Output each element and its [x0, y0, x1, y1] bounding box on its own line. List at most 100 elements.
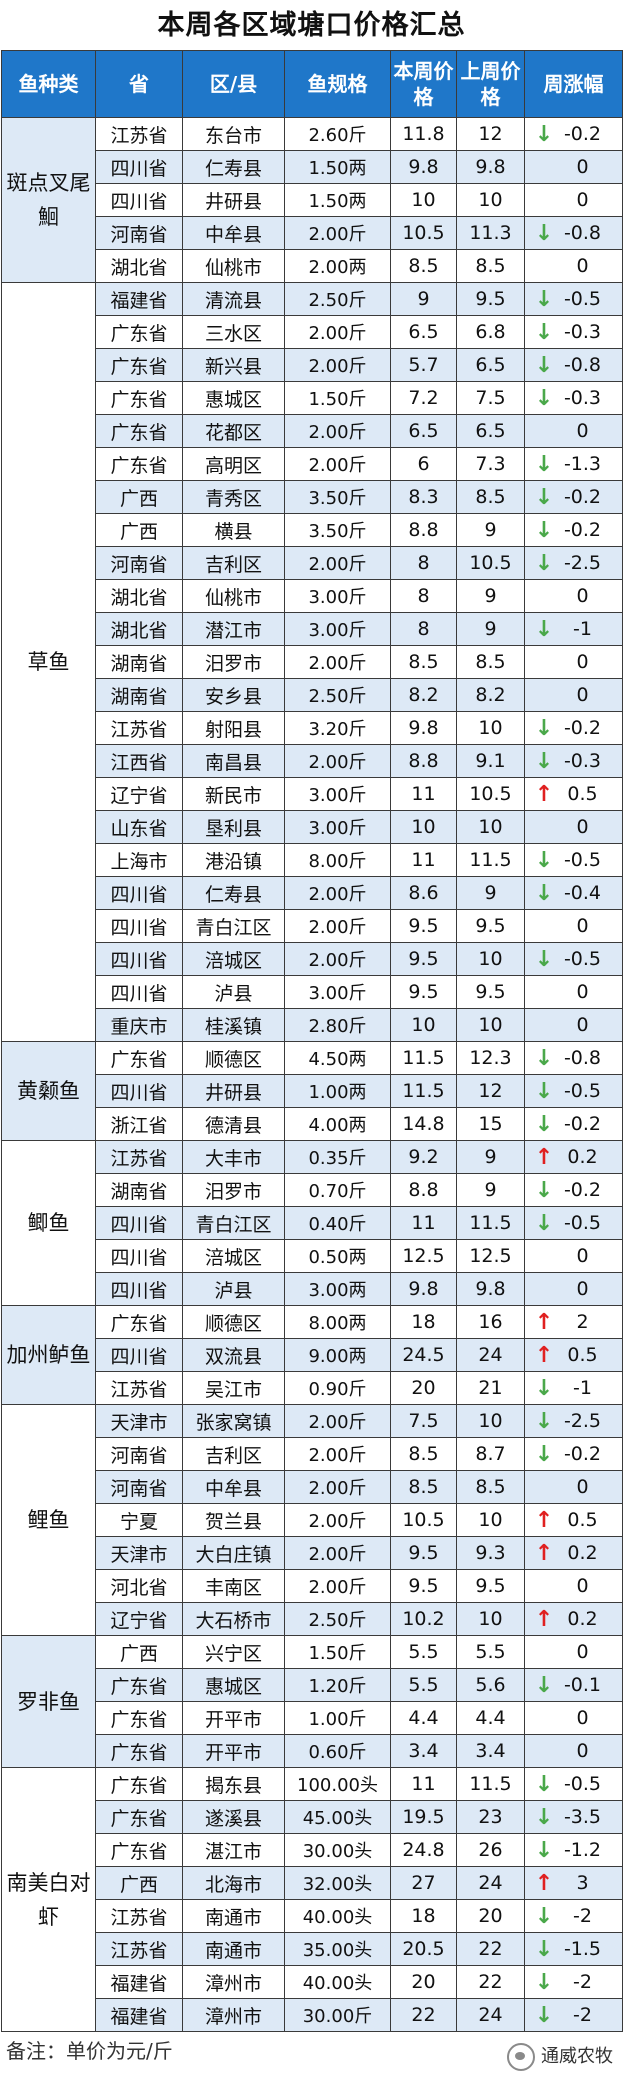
weekly-change-value: -0.4 — [563, 882, 602, 904]
province-cell: 广东省 — [95, 1041, 183, 1075]
table-row: 江苏省 吴江市 0.90斤 20 21 ↓ -1 — [2, 1371, 623, 1405]
this-week-price-cell: 8.5 — [390, 249, 457, 283]
spec-cell: 8.00斤 — [284, 843, 391, 877]
this-week-price-cell: 10.2 — [390, 1602, 457, 1636]
table-row: 四川省 青白江区 2.00斤 9.5 9.5 0 — [2, 909, 623, 943]
arrow-down-icon: ↓ — [534, 1177, 554, 1203]
weekly-change-value: 0.2 — [567, 1542, 598, 1564]
table-row: 江西省 南昌县 2.00斤 8.8 9.1 ↓ -0.3 — [2, 744, 623, 778]
page-title: 本周各区域塘口价格汇总 — [157, 10, 466, 41]
fish-type-cell: 鲫鱼 — [1, 1140, 96, 1306]
this-week-price-cell: 8.5 — [390, 1470, 457, 1504]
this-week-price-cell: 6.5 — [390, 414, 457, 448]
arrow-up-icon: ↑ — [534, 1342, 554, 1368]
this-week-price-cell: 8 — [390, 579, 457, 613]
weekly-change-cell: ↑ 3 — [524, 1866, 623, 1900]
last-week-price-cell: 9.5 — [456, 1569, 525, 1603]
last-week-price-cell: 23 — [456, 1800, 525, 1834]
weekly-change-cell: ↑ 0.5 — [524, 1338, 623, 1372]
district-cell: 青白江区 — [182, 909, 285, 943]
spec-cell: 2.00斤 — [284, 414, 391, 448]
arrow-down-icon: ↓ — [534, 1111, 554, 1137]
province-cell: 天津市 — [95, 1536, 183, 1570]
this-week-price-cell: 24.5 — [390, 1338, 457, 1372]
table-body: 斑点叉尾鮰 江苏省 东台市 2.60斤 11.8 12 ↓ -0.2 四川省 仁寿县 1.50两 9.… — [1, 117, 623, 2032]
province-cell: 河南省 — [95, 216, 183, 250]
province-cell: 广东省 — [95, 1767, 183, 1801]
district-cell: 仙桃市 — [182, 579, 285, 613]
table-row: 湖北省 仙桃市 3.00斤 8 9 0 — [2, 579, 623, 613]
province-cell: 广东省 — [95, 1701, 183, 1735]
spec-cell: 30.00头 — [284, 1833, 391, 1867]
district-cell: 汨罗市 — [182, 1173, 285, 1207]
spec-cell: 30.00斤 — [284, 1998, 391, 2032]
district-cell: 惠城区 — [182, 381, 285, 415]
last-week-price-cell: 9 — [456, 1140, 525, 1174]
this-week-price-cell: 4.4 — [390, 1701, 457, 1735]
weekly-change-cell: ↑ 2 — [524, 1305, 623, 1339]
weekly-change-value: -1.5 — [563, 1938, 602, 1960]
spec-cell: 1.20斤 — [284, 1668, 391, 1702]
table-row: 四川省 井研县 1.00两 11.5 12 ↓ -0.5 — [2, 1074, 623, 1108]
arrow-down-icon: ↓ — [534, 616, 554, 642]
arrow-down-icon: ↓ — [534, 1969, 554, 1995]
province-cell: 天津市 — [95, 1404, 183, 1438]
weekly-change-value: 0.2 — [567, 1146, 598, 1168]
spec-cell: 2.00斤 — [284, 546, 391, 580]
weekly-change-cell: 0 — [524, 579, 623, 613]
weekly-change-value: 0 — [576, 816, 589, 838]
district-cell: 吉利区 — [182, 546, 285, 580]
table-row: 重庆市 桂溪镇 2.80斤 10 10 0 — [2, 1008, 623, 1042]
last-week-price-cell: 9.1 — [456, 744, 525, 778]
arrow-down-icon: ↓ — [534, 385, 554, 411]
last-week-price-cell: 6.5 — [456, 348, 525, 382]
table-row: 四川省 青白江区 0.40斤 11 11.5 ↓ -0.5 — [2, 1206, 623, 1240]
spec-cell: 2.00斤 — [284, 447, 391, 481]
table-row: 山东省 垦利县 3.00斤 10 10 0 — [2, 810, 623, 844]
weekly-change-value: -2 — [573, 1905, 592, 1927]
weekly-change-value: -0.2 — [563, 519, 602, 541]
weekly-change-cell: 0 — [524, 1569, 623, 1603]
weekly-change-cell: 0 — [524, 975, 623, 1009]
last-week-price-cell: 9 — [456, 513, 525, 547]
weekly-change-value: -0.1 — [563, 1674, 602, 1696]
province-cell: 湖北省 — [95, 249, 183, 283]
district-cell: 漳州市 — [182, 1998, 285, 2032]
table-row: 四川省 仁寿县 2.00斤 8.6 9 ↓ -0.4 — [2, 876, 623, 910]
province-cell: 四川省 — [95, 909, 183, 943]
last-week-price-cell: 24 — [456, 1998, 525, 2032]
province-cell: 辽宁省 — [95, 1602, 183, 1636]
spec-cell: 2.00斤 — [284, 1503, 391, 1537]
province-cell: 广东省 — [95, 1668, 183, 1702]
header-fish-type: 鱼种类 — [1, 50, 96, 118]
weekly-change-value: -0.2 — [563, 1113, 602, 1135]
spec-cell: 0.60斤 — [284, 1734, 391, 1768]
district-cell: 泸县 — [182, 1272, 285, 1306]
spec-cell: 40.00头 — [284, 1965, 391, 1999]
weekly-change-value: -0.5 — [563, 849, 602, 871]
table-row: 河北省 丰南区 2.00斤 9.5 9.5 0 — [2, 1569, 623, 1603]
district-cell: 清流县 — [182, 282, 285, 316]
table-row: 四川省 双流县 9.00两 24.5 24 ↑ 0.5 — [2, 1338, 623, 1372]
header-this-week: 本周价格 — [390, 50, 457, 118]
arrow-down-icon: ↓ — [534, 1045, 554, 1071]
weekly-change-value: -3.5 — [563, 1806, 602, 1828]
this-week-price-cell: 9.5 — [390, 942, 457, 976]
province-cell: 山东省 — [95, 810, 183, 844]
weekly-change-value: 0 — [576, 684, 589, 706]
weekly-change-value: 0 — [576, 1641, 589, 1663]
weekly-change-cell: 0 — [524, 909, 623, 943]
last-week-price-cell: 12 — [456, 1074, 525, 1108]
table-row: 广西 青秀区 3.50斤 8.3 8.5 ↓ -0.2 — [2, 480, 623, 514]
district-cell: 兴宁区 — [182, 1635, 285, 1669]
table-row: 宁夏 贺兰县 2.00斤 10.5 10 ↑ 0.5 — [2, 1503, 623, 1537]
weekly-change-value: -0.5 — [563, 288, 602, 310]
district-cell: 吉利区 — [182, 1437, 285, 1471]
province-cell: 四川省 — [95, 975, 183, 1009]
arrow-down-icon: ↓ — [534, 715, 554, 741]
spec-cell: 3.00斤 — [284, 777, 391, 811]
province-cell: 河南省 — [95, 1470, 183, 1504]
spec-cell: 100.00头 — [284, 1767, 391, 1801]
province-cell: 福建省 — [95, 1965, 183, 1999]
spec-cell: 2.00斤 — [284, 315, 391, 349]
